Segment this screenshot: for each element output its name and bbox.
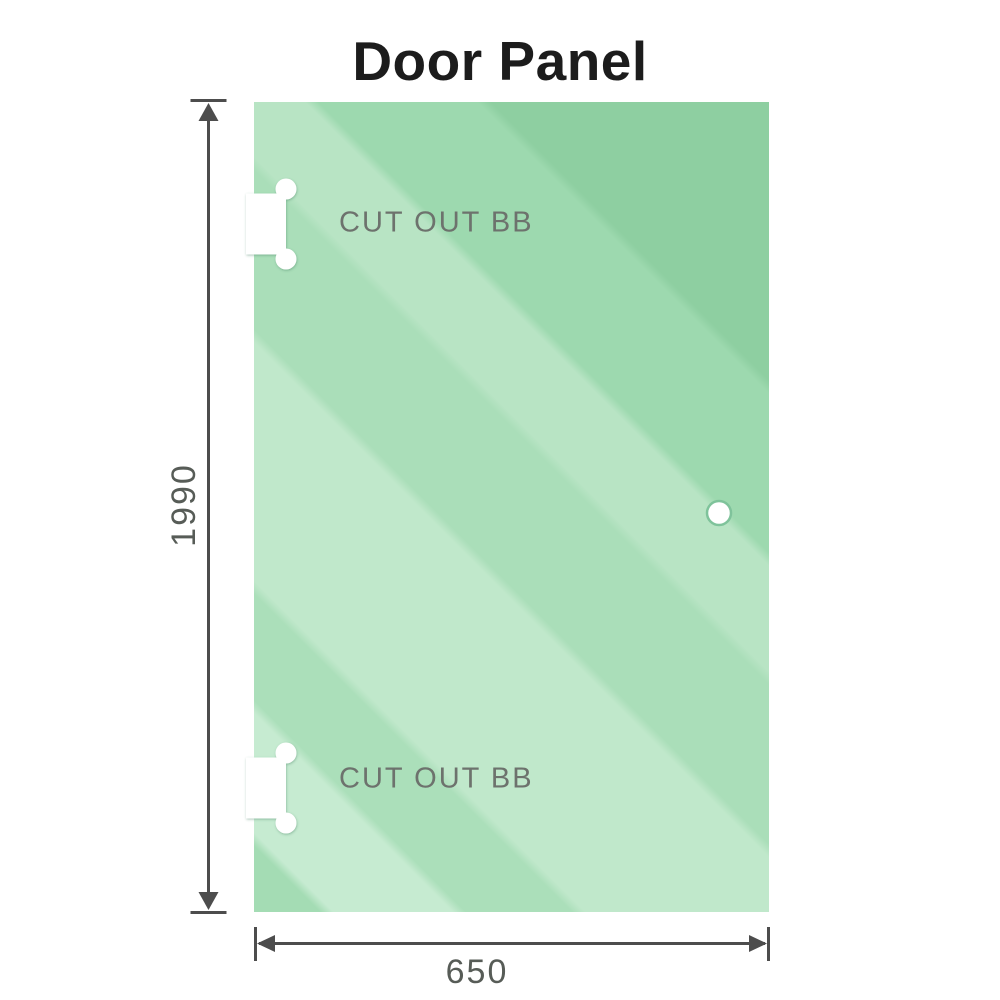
width-dimension-label: 650 (445, 953, 509, 991)
arrow-down-icon (198, 892, 219, 910)
handle-hole (705, 499, 733, 527)
width-dimension (254, 927, 770, 961)
arrow-right-icon (749, 935, 767, 952)
diagram-title: Door Panel (352, 30, 648, 92)
height-dimension-label: 1990 (165, 463, 203, 547)
arrow-up-icon (198, 103, 219, 121)
cutout-top-label: CUT OUT BB (339, 206, 534, 239)
cutout-notch (246, 757, 286, 819)
arrow-left-icon (257, 935, 275, 952)
hinge-cutout-bottom (246, 742, 297, 834)
glass-panel (254, 102, 769, 912)
cutout-notch (246, 193, 286, 255)
hinge-cutout-top (246, 178, 297, 270)
height-dimension (190, 99, 227, 914)
cutout-bottom-label: CUT OUT BB (339, 762, 534, 795)
